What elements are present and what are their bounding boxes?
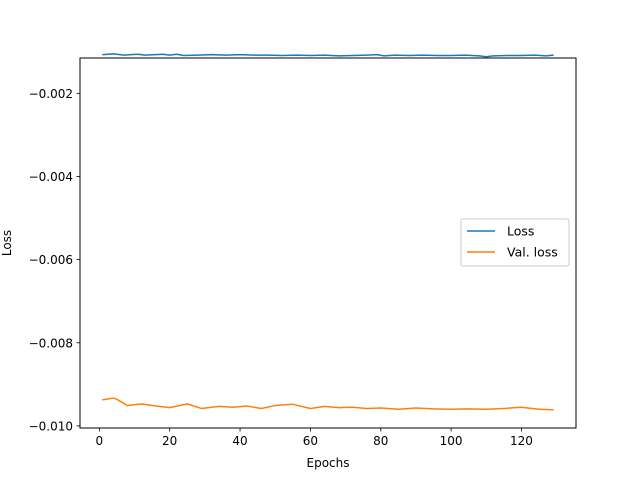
legend-label-loss: Loss (507, 224, 534, 239)
x-axis-ticks: 0 20 40 60 80 100 120 (96, 428, 533, 448)
y-tick-label: −0.010 (29, 419, 73, 433)
x-tick-label: 0 (96, 434, 104, 448)
y-tick-label: −0.006 (29, 253, 73, 267)
y-tick-label: −0.008 (29, 336, 73, 350)
x-tick-label: 60 (303, 434, 318, 448)
y-axis-label: Loss (0, 230, 14, 256)
x-tick-label: 100 (440, 434, 463, 448)
x-tick-label: 80 (373, 434, 388, 448)
plot-frame (79, 57, 577, 429)
x-axis-label: Epochs (307, 456, 350, 470)
x-tick-label: 120 (510, 434, 533, 448)
series-line-val-loss (102, 397, 554, 411)
x-tick-label: 40 (232, 434, 247, 448)
series-line-loss (102, 53, 554, 58)
y-axis-ticks: −0.002 −0.004 −0.006 −0.008 −0.010 (29, 87, 80, 433)
series-layer (102, 53, 554, 411)
y-tick-label: −0.004 (29, 170, 73, 184)
x-tick-label: 20 (162, 434, 177, 448)
y-tick-label: −0.002 (29, 87, 73, 101)
legend-label-val-loss: Val. loss (507, 245, 558, 260)
legend: Loss Val. loss (460, 218, 570, 267)
